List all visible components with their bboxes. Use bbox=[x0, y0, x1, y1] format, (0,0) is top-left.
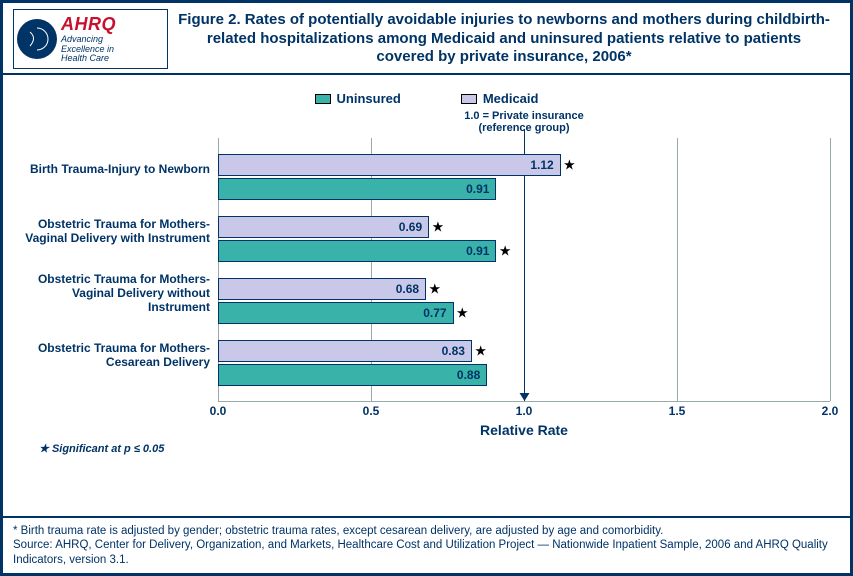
bar-value: 0.77 bbox=[417, 306, 452, 320]
bar-uninsured: 0.88 bbox=[218, 364, 487, 386]
significance-star-icon: ★ bbox=[499, 243, 512, 260]
bar-group: 0.68★0.77★ bbox=[218, 270, 830, 332]
swatch-uninsured bbox=[315, 94, 331, 104]
bar-value: 0.91 bbox=[460, 182, 495, 196]
bar-medicaid: 1.12★ bbox=[218, 154, 561, 176]
figure-container: AHRQ Advancing Excellence in Health Care… bbox=[0, 0, 853, 576]
plot-area: 1.12★0.910.69★0.91★0.68★0.77★0.83★0.88 bbox=[218, 138, 830, 402]
bar-medicaid: 0.69★ bbox=[218, 216, 429, 238]
x-tick-label: 0.0 bbox=[210, 404, 227, 418]
significance-star-icon: ★ bbox=[432, 219, 445, 236]
bar-medicaid: 0.83★ bbox=[218, 340, 472, 362]
bar-group: 0.69★0.91★ bbox=[218, 208, 830, 270]
significance-star-icon: ★ bbox=[429, 281, 442, 298]
x-tick-label: 2.0 bbox=[822, 404, 839, 418]
significance-star-icon: ★ bbox=[563, 157, 576, 174]
bar-value: 0.69 bbox=[393, 220, 428, 234]
star-icon: ★ bbox=[39, 443, 49, 455]
y-axis-labels: Birth Trauma-Injury to NewbornObstetric … bbox=[23, 138, 218, 402]
bar-medicaid: 0.68★ bbox=[218, 278, 426, 300]
legend-label-uninsured: Uninsured bbox=[337, 91, 401, 106]
bar-group: 1.12★0.91 bbox=[218, 146, 830, 208]
category-label: Obstetric Trauma for Mothers-Cesarean De… bbox=[23, 324, 218, 386]
logo-brand: AHRQ bbox=[61, 14, 116, 35]
bar-uninsured: 0.77★ bbox=[218, 302, 454, 324]
footnotes: * Birth trauma rate is adjusted by gende… bbox=[3, 516, 850, 573]
significance-note: ★ Significant at p ≤ 0.05 bbox=[39, 442, 830, 455]
category-label: Birth Trauma-Injury to Newborn bbox=[23, 138, 218, 200]
figure-title: Figure 2. Rates of potentially avoidable… bbox=[168, 11, 840, 67]
footnote-text: * Birth trauma rate is adjusted by gende… bbox=[13, 524, 840, 538]
bar-uninsured: 0.91 bbox=[218, 178, 496, 200]
plot-wrap: Birth Trauma-Injury to NewbornObstetric … bbox=[23, 138, 830, 402]
bar-value: 0.88 bbox=[451, 368, 486, 382]
legend-item-uninsured: Uninsured bbox=[315, 91, 401, 106]
x-tick-label: 1.0 bbox=[516, 404, 533, 418]
significance-star-icon: ★ bbox=[474, 343, 487, 360]
grid-line bbox=[830, 138, 831, 401]
category-label: Obstetric Trauma for Mothers-Vaginal Del… bbox=[23, 200, 218, 262]
bar-value: 1.12 bbox=[524, 158, 559, 172]
legend-item-medicaid: Medicaid bbox=[461, 91, 539, 106]
ahrq-logo: AHRQ Advancing Excellence in Health Care bbox=[13, 9, 168, 69]
x-tick-label: 1.5 bbox=[669, 404, 686, 418]
significance-text: Significant at p ≤ 0.05 bbox=[52, 443, 164, 455]
category-label: Obstetric Trauma for Mothers-Vaginal Del… bbox=[23, 262, 218, 324]
ahrq-logo-text: AHRQ Advancing Excellence in Health Care bbox=[61, 14, 116, 65]
header: AHRQ Advancing Excellence in Health Care… bbox=[3, 3, 850, 75]
bar-group: 0.83★ 0.88 bbox=[218, 332, 830, 394]
legend: Uninsured Medicaid bbox=[23, 91, 830, 106]
bar-value: 0.83 bbox=[436, 344, 471, 358]
bar-value: 0.91 bbox=[460, 244, 495, 258]
chart-area: Uninsured Medicaid 1.0 = Private insuran… bbox=[3, 75, 850, 455]
x-tick-label: 0.5 bbox=[363, 404, 380, 418]
swatch-medicaid bbox=[461, 94, 477, 104]
bar-uninsured: 0.91★ bbox=[218, 240, 496, 262]
source-text: Source: AHRQ, Center for Delivery, Organ… bbox=[13, 538, 840, 567]
reference-line-label-1: 1.0 = Private insurance bbox=[218, 110, 830, 122]
significance-star-icon: ★ bbox=[456, 305, 469, 322]
logo-tagline-3: Health Care bbox=[61, 54, 116, 64]
hhs-seal-icon bbox=[17, 19, 57, 59]
x-axis: 0.00.51.01.52.0 bbox=[218, 402, 830, 420]
arrow-down-icon bbox=[520, 393, 530, 401]
x-axis-title: Relative Rate bbox=[218, 422, 830, 438]
legend-label-medicaid: Medicaid bbox=[483, 91, 539, 106]
bar-value: 0.68 bbox=[390, 282, 425, 296]
